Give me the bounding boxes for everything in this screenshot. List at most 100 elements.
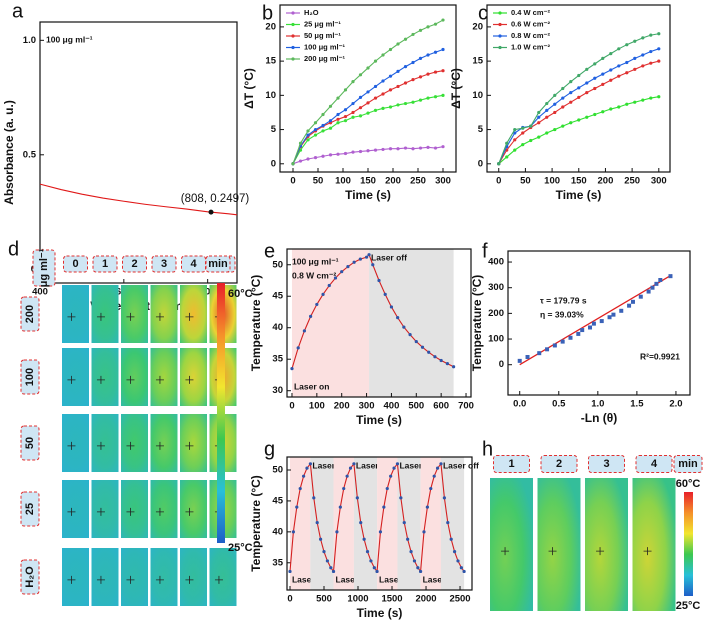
colorbar [684, 492, 693, 596]
x-tick-label: 50 [520, 176, 531, 187]
data-point [553, 110, 557, 115]
header-label: 3 [161, 258, 167, 270]
thermal-image [180, 480, 207, 538]
crosshair [548, 547, 557, 556]
data-point [366, 101, 370, 105]
x-tick-label: 0 [289, 401, 294, 412]
data-point [601, 56, 605, 60]
x-axis-label: Time (s) [356, 413, 402, 427]
data-point [609, 51, 613, 56]
x-tick-label: 2000 [415, 594, 436, 605]
data-point [411, 78, 415, 82]
data-point [388, 147, 393, 151]
data-point [426, 145, 430, 149]
data-point [322, 550, 326, 554]
x-axis-label: -Ln (θ) [581, 411, 617, 425]
annotation: η = 39.03% [540, 309, 584, 319]
data-point [351, 115, 355, 119]
crosshair [126, 575, 135, 584]
header-box [20, 425, 40, 461]
legend-marker [498, 34, 502, 38]
data-point [633, 39, 637, 43]
header-label: 0 [72, 258, 78, 270]
x-tick-label: 100 [309, 401, 325, 412]
data-point [513, 131, 517, 135]
y-axis-label: ΔT (°C) [449, 68, 463, 109]
chart-panel: b 0 50 100 150 200 250 300 0 5 10 15 20 Time (s) ΔT (°… [242, 2, 457, 202]
thermal-image [209, 548, 237, 606]
data-point [343, 119, 348, 123]
thermal-image [180, 285, 207, 343]
data-point [346, 265, 350, 269]
span [353, 457, 378, 590]
data-point [396, 84, 400, 89]
data-point [291, 162, 295, 166]
thermal-image [91, 480, 119, 538]
data-point [378, 530, 383, 534]
x-tick-label: 0 [287, 594, 292, 605]
x-tick-label: 0.5 [552, 399, 566, 410]
thermal-image [62, 285, 89, 343]
x-tick-label: 300 [651, 176, 667, 187]
annotation: 100 μg ml⁻¹ [46, 34, 93, 44]
header-box [493, 455, 530, 473]
data-point [383, 292, 387, 296]
data-point [301, 474, 306, 478]
data-point [358, 114, 363, 118]
crosshair [155, 312, 164, 321]
legend-marker [291, 11, 295, 15]
data-point [658, 278, 663, 283]
crosshair [155, 375, 164, 384]
data-point [432, 474, 436, 478]
data-point [601, 110, 605, 114]
data-point [537, 110, 541, 115]
header-box [63, 255, 88, 273]
data-line [498, 48, 659, 165]
data-point [657, 59, 661, 63]
data-point [403, 146, 408, 150]
data-point [505, 141, 509, 145]
y-tick-label: 45 [272, 291, 283, 302]
crosshair [155, 441, 164, 450]
colorbar-max: 60°C [676, 478, 701, 490]
data-point [336, 96, 340, 100]
data-point [577, 73, 581, 78]
crosshair [96, 375, 105, 384]
data-point [389, 305, 394, 309]
data-point [593, 62, 597, 66]
data-point [321, 123, 325, 128]
data-point [429, 486, 433, 491]
data-point [433, 22, 438, 26]
data-point [396, 42, 400, 46]
thermal-image [537, 478, 581, 611]
data-point [392, 466, 396, 470]
data-point [513, 138, 517, 142]
data-point [521, 126, 525, 130]
y-tick-label: 400 [488, 257, 504, 268]
data-point [343, 108, 348, 112]
span-label: Laser on [292, 574, 327, 584]
legend-label: 50 μg ml⁻¹ [304, 31, 341, 40]
crosshair [126, 312, 135, 321]
data-point [366, 66, 370, 70]
data-point [336, 121, 340, 125]
data-point [351, 101, 355, 106]
data-point [414, 339, 418, 344]
data-point [537, 135, 541, 139]
data-point [389, 474, 393, 478]
span-label: Laser off [356, 460, 392, 470]
data-point [355, 496, 359, 500]
data-point [426, 72, 430, 76]
legend-label: 0.4 W cm⁻² [511, 8, 550, 17]
data-point [433, 146, 438, 150]
legend-label: 0.8 W cm⁻² [511, 31, 550, 40]
crosshair [185, 507, 194, 516]
data-point [328, 104, 333, 108]
crosshair [155, 575, 164, 584]
header-box [205, 255, 231, 273]
x-tick-label: 2.0 [669, 399, 682, 410]
data-point [433, 70, 438, 74]
header-box [540, 455, 578, 473]
y-tick-label: 5 [271, 124, 277, 135]
legend-marker [291, 45, 295, 50]
